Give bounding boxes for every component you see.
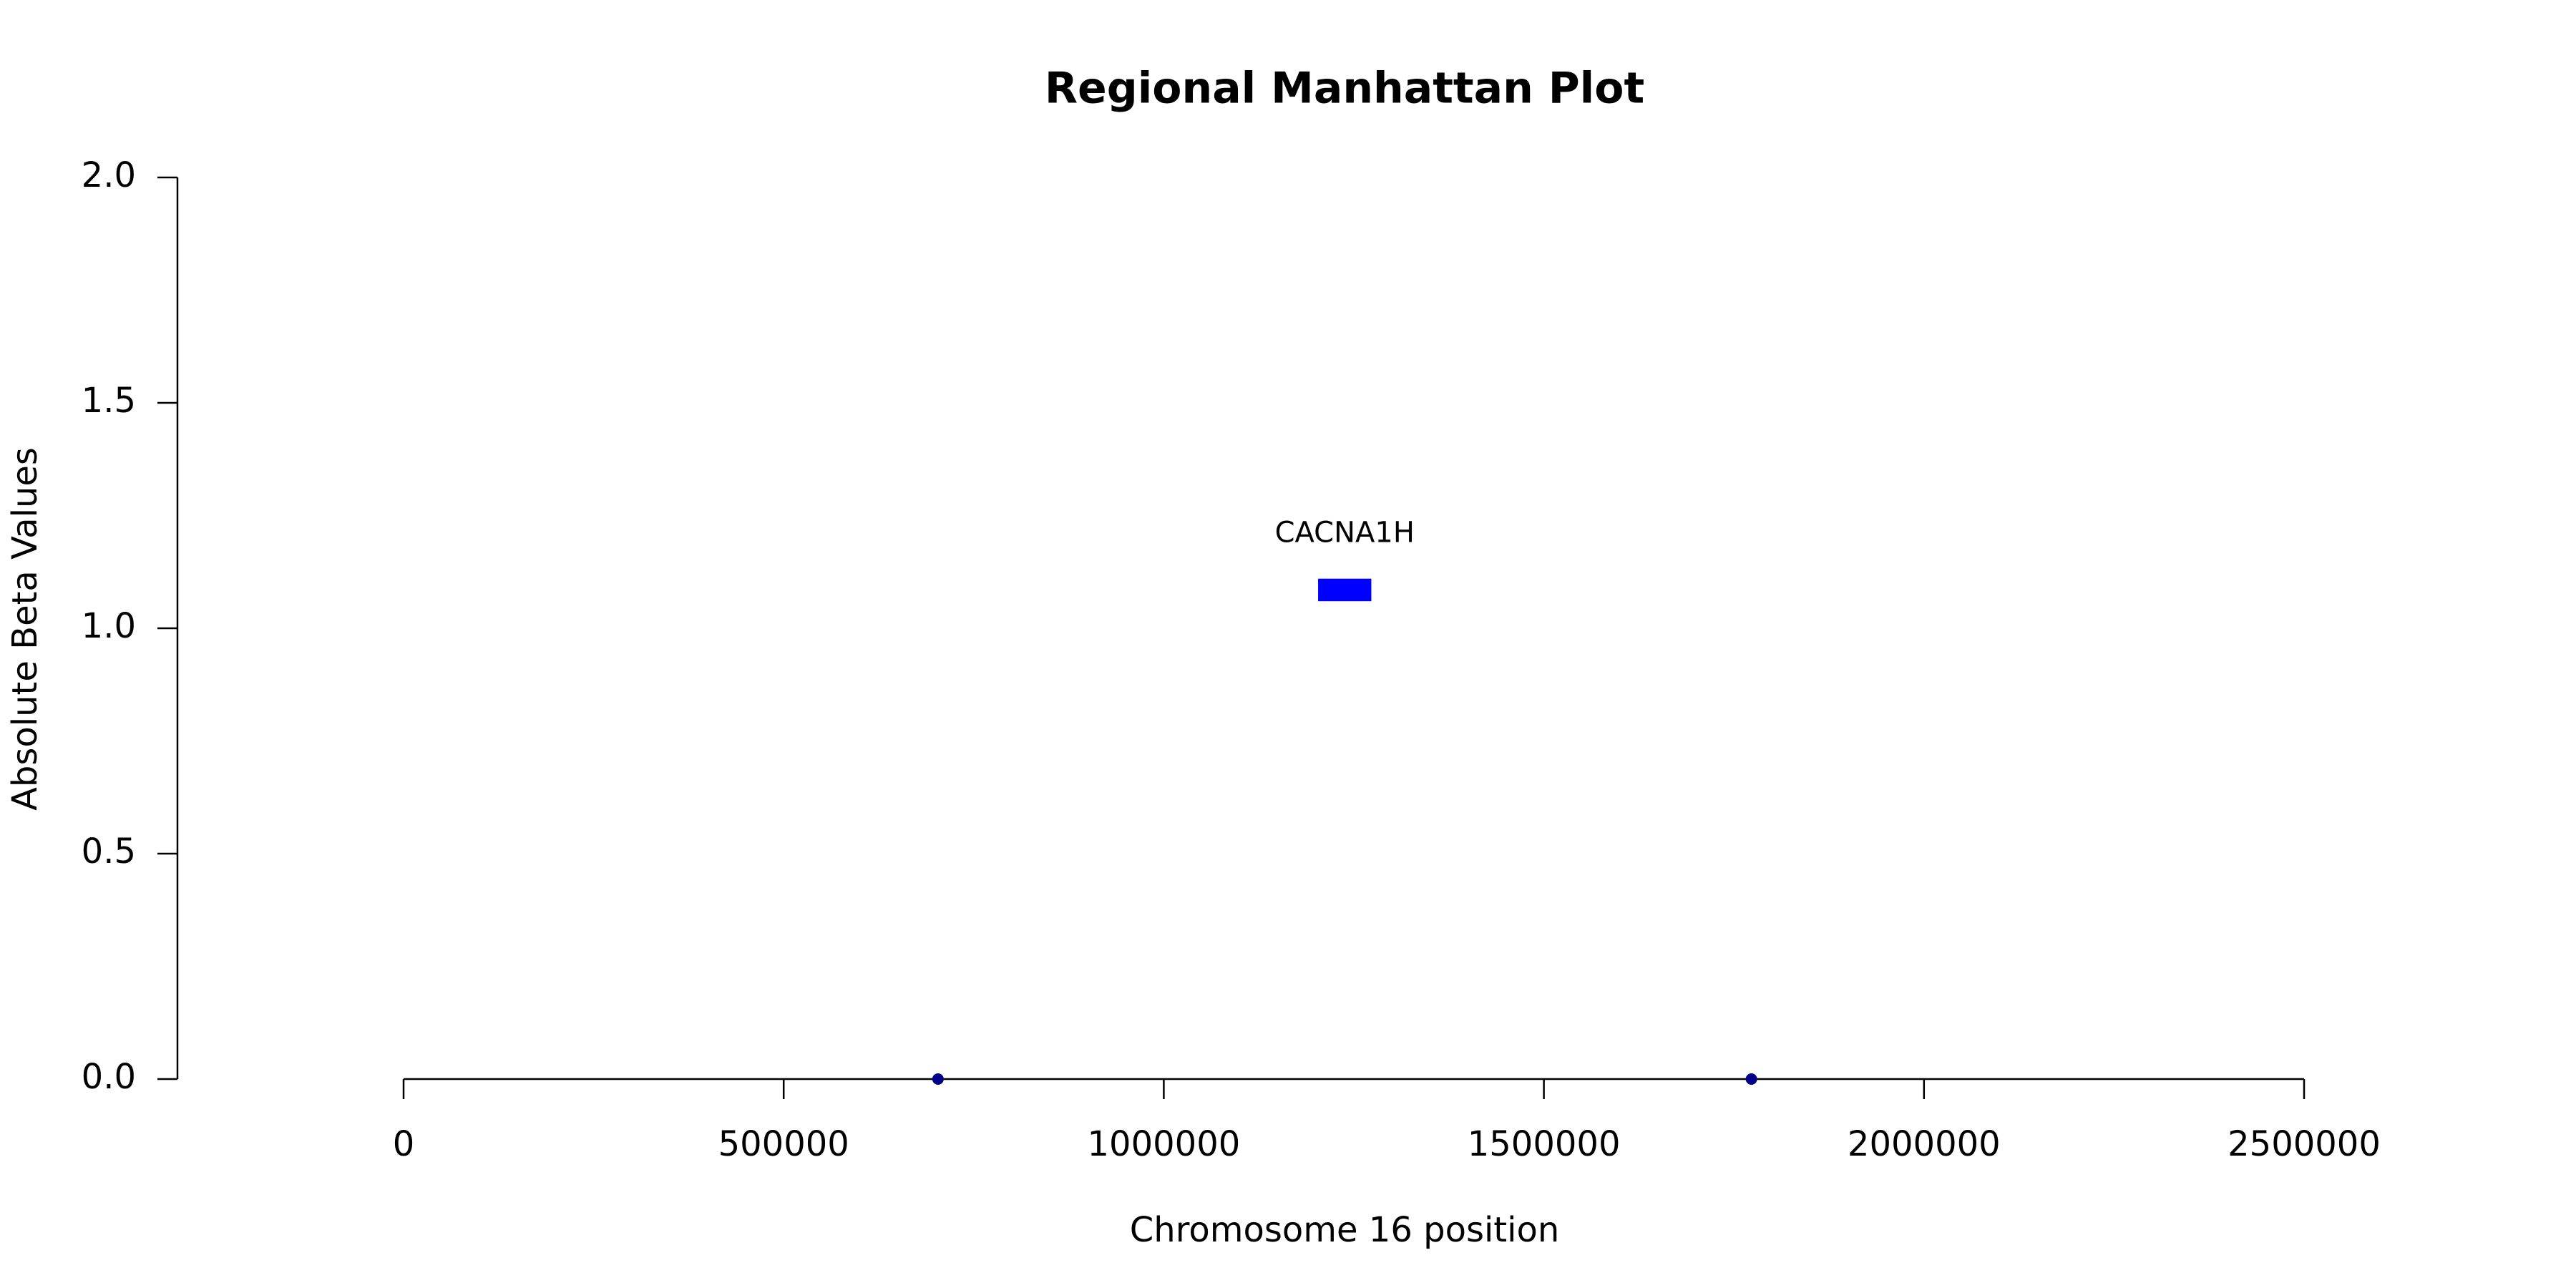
- chart-title: Regional Manhattan Plot: [1045, 64, 1644, 114]
- x-axis-label: Chromosome 16 position: [1130, 1210, 1560, 1250]
- data-point: [1745, 1073, 1757, 1085]
- y-tick-label: 0.5: [82, 831, 136, 872]
- y-tick-label: 2.0: [82, 155, 136, 195]
- gene-label: CACNA1H: [1275, 517, 1415, 550]
- y-tick-label: 1.0: [82, 606, 136, 646]
- x-tick-label: 500000: [718, 1124, 849, 1164]
- x-tick-label: 2500000: [2228, 1124, 2381, 1164]
- data-point: [932, 1073, 944, 1085]
- x-tick-label: 1500000: [1468, 1124, 1621, 1164]
- x-tick-label: 2000000: [1848, 1124, 2001, 1164]
- gene-block: [1318, 578, 1372, 602]
- y-tick-label: 0.0: [82, 1057, 136, 1097]
- y-tick-label: 1.5: [82, 381, 136, 421]
- y-axis-label: Absolute Beta Values: [5, 447, 45, 811]
- x-tick-label: 1000000: [1088, 1124, 1241, 1164]
- x-tick-label: 0: [393, 1124, 415, 1164]
